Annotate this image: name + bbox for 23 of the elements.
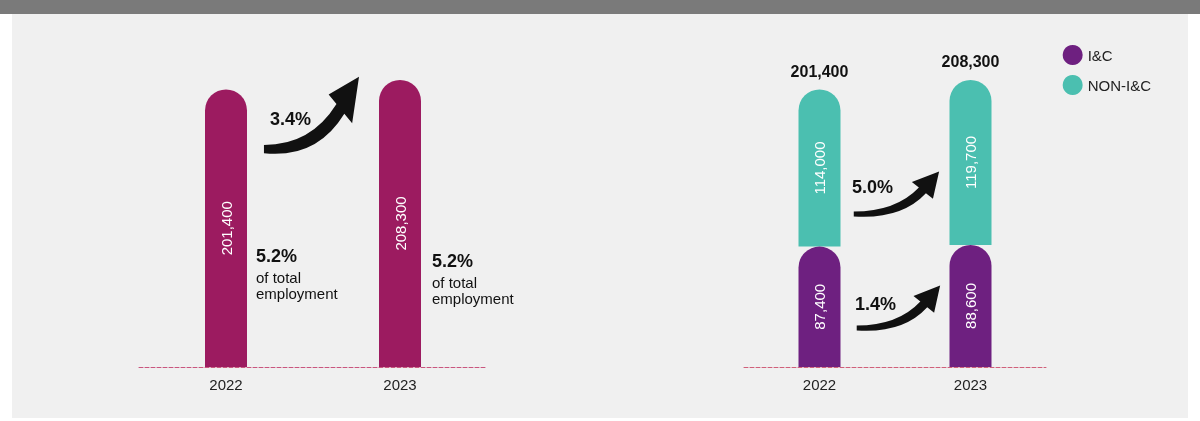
x-tick-label: 2023	[383, 376, 417, 393]
total-label: 201,400	[790, 62, 849, 80]
annotation: 5.0%	[852, 177, 894, 197]
annotation: 5.2% of total employment	[256, 246, 339, 302]
data-label: 201,400	[217, 201, 235, 256]
data-label: 88,600	[962, 283, 979, 329]
data-label: 87,400	[811, 283, 828, 330]
legend-label: NON-I&C	[1087, 76, 1152, 94]
annotation: 3.4%	[270, 109, 312, 129]
annotation: 5.2% of total employment	[432, 251, 515, 307]
bar	[798, 89, 841, 247]
annotation: 1.4%	[855, 294, 897, 314]
data-label: 119,700	[962, 135, 979, 189]
total-label: 208,300	[941, 53, 1000, 71]
x-tick-label: 2022	[802, 376, 837, 393]
bar	[949, 244, 992, 367]
data-label: 114,000	[811, 141, 828, 195]
data-label: 208,300	[391, 196, 409, 251]
x-tick-label: 2022	[209, 376, 243, 393]
legend-label: I&C	[1087, 46, 1113, 64]
bar	[949, 79, 992, 245]
x-tick-label: 2023	[953, 376, 988, 393]
bar	[798, 246, 841, 367]
